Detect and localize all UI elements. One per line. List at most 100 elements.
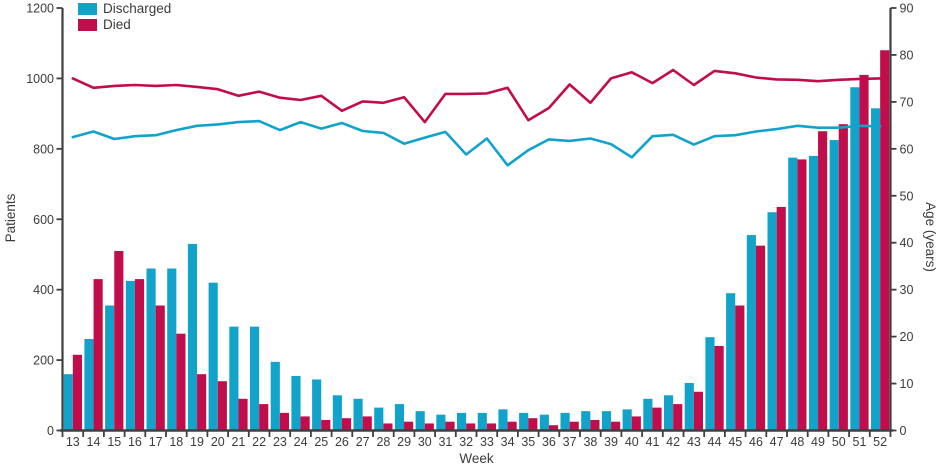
right-axis-tick-label: 30 — [900, 283, 914, 297]
bar-died-week-18 — [176, 333, 186, 431]
bar-died-week-44 — [714, 346, 724, 431]
bar-died-week-45 — [735, 305, 745, 431]
bar-died-week-30 — [424, 423, 434, 431]
right-axis-tick-label: 10 — [900, 377, 914, 391]
x-axis-tick-label: 44 — [708, 435, 722, 449]
bar-discharged-week-15 — [105, 305, 115, 431]
bar-died-week-27 — [362, 416, 372, 431]
x-axis-tick-label: 33 — [480, 435, 494, 449]
died-swatch-icon — [78, 18, 97, 31]
x-axis-tick-label: 46 — [749, 435, 763, 449]
legend-label-died: Died — [103, 17, 131, 32]
bar-died-week-39 — [611, 421, 621, 431]
left-axis-tick-label: 0 — [47, 424, 54, 438]
right-axis-tick-label: 80 — [900, 48, 914, 62]
x-axis-tick-label: 28 — [376, 435, 390, 449]
x-axis-tick-label: 38 — [583, 435, 597, 449]
discharged-swatch-icon — [78, 2, 97, 15]
left-axis-tick-label: 800 — [33, 142, 54, 156]
bar-died-week-23 — [279, 412, 289, 431]
bar-discharged-week-24 — [291, 375, 301, 431]
left-axis-tick-label: 1000 — [26, 72, 54, 86]
bar-died-week-50 — [838, 124, 848, 431]
bar-died-week-51 — [859, 74, 869, 431]
legend: Discharged Died — [78, 2, 171, 31]
left-axis-tick-label: 600 — [33, 213, 54, 227]
bar-discharged-week-36 — [539, 414, 549, 431]
bar-died-week-24 — [300, 416, 310, 431]
x-axis-tick-label: 37 — [563, 435, 577, 449]
x-axis-tick-label: 35 — [521, 435, 535, 449]
legend-label-discharged: Discharged — [103, 1, 172, 16]
right-axis-tick-label: 20 — [900, 330, 914, 344]
x-axis-tick-label: 18 — [169, 435, 183, 449]
bar-died-week-35 — [528, 418, 538, 431]
x-axis-tick-label: 21 — [231, 435, 245, 449]
legend-item-discharged: Discharged — [78, 2, 171, 15]
bar-died-week-14 — [93, 279, 103, 431]
left-axis-title: Patients — [3, 193, 18, 242]
bar-discharged-week-40 — [622, 409, 632, 431]
bar-died-week-29 — [404, 421, 414, 431]
bar-discharged-week-33 — [477, 412, 487, 431]
bar-discharged-week-49 — [808, 155, 819, 431]
bar-died-week-40 — [631, 416, 641, 431]
bar-died-week-25 — [321, 419, 331, 431]
x-axis-tick-label: 31 — [438, 435, 452, 449]
bar-died-week-19 — [197, 374, 207, 431]
right-axis-tick-label: 50 — [900, 189, 914, 203]
left-axis-tick-label: 200 — [33, 354, 54, 368]
bar-died-week-41 — [652, 407, 662, 431]
bar-discharged-week-31 — [436, 414, 446, 431]
bar-died-week-13 — [72, 354, 82, 431]
x-axis-tick-label: 34 — [501, 435, 515, 449]
x-axis-tick-label: 39 — [604, 435, 618, 449]
bar-discharged-week-19 — [187, 243, 198, 431]
bar-died-week-32 — [466, 423, 476, 431]
x-axis-tick-label: 14 — [87, 435, 101, 449]
bar-died-week-33 — [486, 423, 496, 431]
bar-discharged-week-16 — [125, 280, 135, 431]
bar-died-week-26 — [341, 418, 352, 431]
legend-item-died: Died — [78, 18, 171, 31]
x-axis-tick-label: 50 — [832, 435, 846, 449]
bar-discharged-week-41 — [643, 398, 653, 431]
x-axis-tick-label: 15 — [107, 435, 121, 449]
bar-discharged-week-34 — [498, 409, 508, 431]
bar-discharged-week-29 — [394, 404, 405, 431]
bar-discharged-week-52 — [871, 108, 881, 431]
right-axis-tick-label: 90 — [900, 2, 914, 16]
right-axis-tick-label: 0 — [900, 424, 907, 438]
bar-discharged-week-13 — [63, 374, 73, 431]
bar-died-week-22 — [259, 404, 269, 431]
x-axis-tick-label: 24 — [294, 435, 308, 449]
bar-discharged-week-42 — [664, 395, 674, 431]
bar-died-week-42 — [673, 404, 683, 431]
bar-died-week-28 — [383, 423, 393, 431]
bar-discharged-week-51 — [850, 87, 860, 431]
bar-discharged-week-27 — [353, 398, 363, 431]
line-died-mean-age — [71, 68, 882, 124]
bar-died-week-36 — [548, 425, 559, 431]
x-axis-tick-label: 29 — [397, 435, 411, 449]
bar-discharged-week-32 — [457, 412, 467, 431]
bar-died-week-20 — [217, 381, 227, 431]
bar-died-week-16 — [134, 279, 145, 431]
x-axis-tick-label: 43 — [687, 435, 701, 449]
bar-discharged-week-25 — [312, 379, 322, 431]
bar-discharged-week-37 — [560, 412, 570, 431]
bar-died-week-49 — [818, 131, 828, 431]
x-axis-tick-label: 40 — [625, 435, 639, 449]
bar-died-week-17 — [155, 305, 165, 431]
x-axis-tick-label: 52 — [873, 435, 887, 449]
bar-died-week-46 — [755, 245, 766, 431]
bar-discharged-week-35 — [519, 412, 529, 431]
right-axis-tick-label: 40 — [900, 236, 914, 250]
x-axis-tick-label: 47 — [770, 435, 784, 449]
bar-died-week-31 — [445, 421, 455, 431]
x-axis-tick-label: 27 — [356, 435, 370, 449]
x-axis-tick-label: 49 — [811, 435, 825, 449]
bar-discharged-week-43 — [684, 382, 694, 431]
